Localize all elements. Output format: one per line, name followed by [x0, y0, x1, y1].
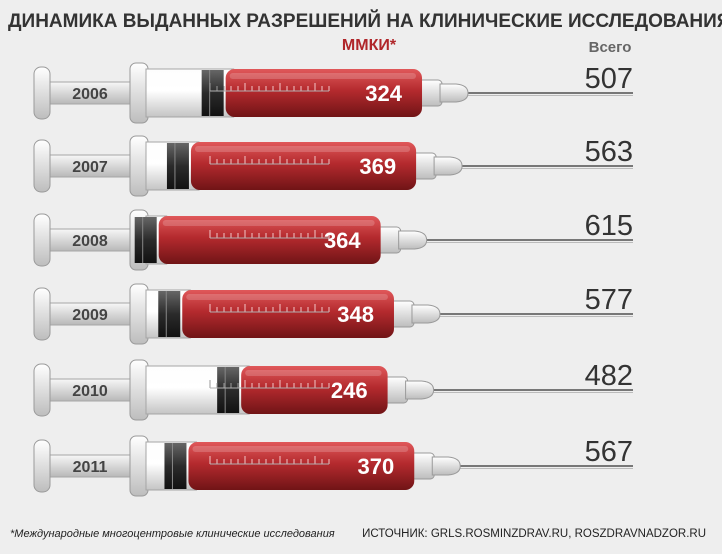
legend-total: Всего — [589, 39, 632, 56]
category-label: 2008 — [72, 233, 108, 250]
plunger-stopper — [166, 143, 189, 189]
category-label: 2007 — [72, 159, 108, 176]
plunger-thumb — [33, 363, 51, 417]
category-label: 2006 — [72, 86, 108, 103]
total-value-label: 507 — [585, 63, 633, 95]
total-value-label: 615 — [585, 210, 633, 242]
mmki-bar — [182, 290, 394, 338]
finger-flange — [129, 283, 149, 345]
total-value-label: 482 — [585, 360, 633, 392]
syringe-2011: 2011 370 567 — [33, 435, 633, 497]
finger-flange — [129, 135, 149, 197]
mmki-value-label: 246 — [331, 378, 368, 403]
syringe-2008: 2008 364 615 — [33, 209, 633, 271]
mmki-bar — [158, 216, 381, 264]
chart-title: ДИНАМИКА ВЫДАННЫХ РАЗРЕШЕНИЙ НА КЛИНИЧЕС… — [8, 10, 722, 32]
plunger-thumb — [33, 439, 51, 493]
mmki-bar — [188, 442, 415, 490]
plunger-stopper — [164, 443, 187, 489]
mmki-bar-gloss — [245, 370, 382, 376]
legend-mmki: ММКИ* — [342, 37, 397, 54]
mmki-bar-gloss — [162, 220, 375, 226]
mmki-value-label: 324 — [365, 81, 402, 106]
finger-flange — [129, 62, 149, 124]
plunger-thumb — [33, 139, 51, 193]
plunger-stopper — [217, 367, 240, 413]
mmki-bar-gloss — [192, 446, 409, 452]
mmki-bar — [225, 69, 423, 117]
footnote: *Международные многоцентровые клинически… — [10, 528, 335, 540]
mmki-bar-gloss — [186, 294, 388, 300]
needle-tip — [398, 230, 428, 250]
plunger-stopper — [201, 70, 224, 116]
total-value-label: 577 — [585, 284, 633, 316]
plunger-thumb — [33, 213, 51, 267]
needle-tip — [405, 380, 435, 400]
plunger-thumb — [33, 287, 51, 341]
plunger-thumb — [33, 66, 51, 120]
needle-tip — [439, 83, 469, 103]
category-label: 2011 — [73, 459, 108, 476]
category-label: 2010 — [72, 383, 108, 400]
mmki-value-label: 364 — [324, 228, 361, 253]
syringe-2007: 2007 369 563 — [33, 135, 633, 197]
syringe-2010: 2010 246 482 — [33, 359, 633, 421]
mmki-value-label: 369 — [359, 154, 396, 179]
syringe-2006: 2006 324 507 — [33, 62, 633, 124]
mmki-bar-gloss — [194, 146, 411, 152]
total-value-label: 563 — [585, 136, 633, 168]
mmki-bar-gloss — [229, 73, 417, 79]
syringe-2009: 2009 348 577 — [33, 283, 633, 345]
mmki-bar — [241, 366, 388, 414]
plunger-stopper — [158, 291, 181, 337]
finger-flange — [129, 359, 149, 421]
needle-tip — [433, 156, 463, 176]
needle-tip — [431, 456, 461, 476]
needle-tip — [411, 304, 441, 324]
finger-flange — [129, 435, 149, 497]
mmki-value-label: 370 — [358, 454, 395, 479]
mmki-value-label: 348 — [337, 302, 374, 327]
category-label: 2009 — [72, 307, 108, 324]
mmki-bar — [190, 142, 417, 190]
syringe-rows: 2006 324 507 2007 369 563 2008 364 615 2009 348 577… — [33, 62, 633, 497]
plunger-stopper — [134, 217, 157, 263]
source-note: ИСТОЧНИК: GRLS.ROSMINZDRAV.RU, ROSZDRAVN… — [362, 528, 706, 540]
total-value-label: 567 — [585, 436, 633, 468]
